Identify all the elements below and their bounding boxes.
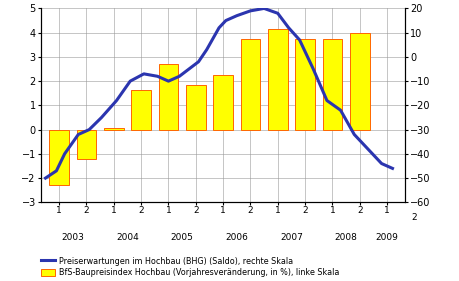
Text: 2008: 2008 — [334, 233, 357, 242]
Bar — [77, 130, 96, 159]
Bar — [213, 75, 232, 130]
Bar — [349, 33, 369, 130]
Text: 2004: 2004 — [116, 233, 139, 242]
Text: 2006: 2006 — [225, 233, 248, 242]
Text: 2007: 2007 — [280, 233, 302, 242]
Text: 2009: 2009 — [375, 233, 397, 242]
Legend: Preiserwartungen im Hochbau (BHG) (Saldo), rechte Skala, BfS-Baupreisindex Hochb: Preiserwartungen im Hochbau (BHG) (Saldo… — [41, 257, 339, 277]
Bar — [104, 128, 123, 130]
Bar — [131, 90, 151, 130]
Text: 2: 2 — [411, 214, 416, 223]
Bar — [267, 29, 287, 130]
Bar — [158, 64, 178, 130]
Text: 2003: 2003 — [61, 233, 84, 242]
Text: 2005: 2005 — [170, 233, 193, 242]
Bar — [322, 39, 341, 130]
Bar — [295, 39, 314, 130]
Bar — [49, 130, 69, 185]
Bar — [240, 39, 260, 130]
Bar — [185, 85, 205, 130]
